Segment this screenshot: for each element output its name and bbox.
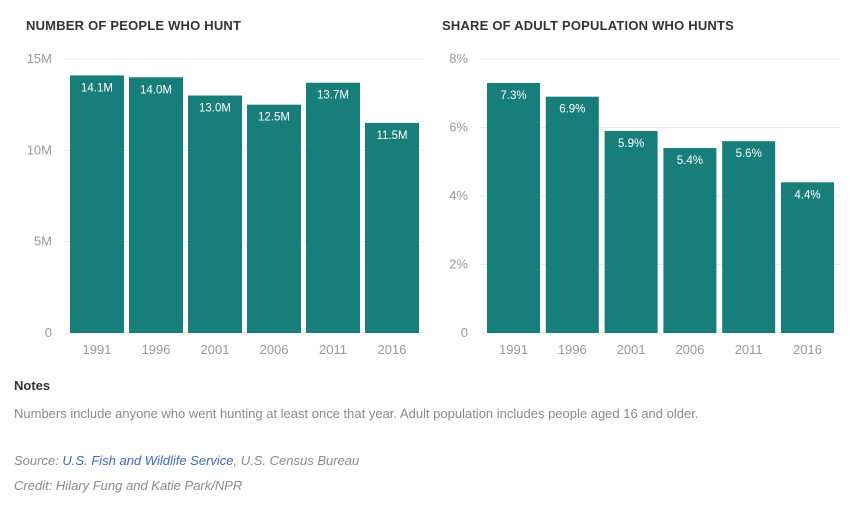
bar-value-label: 5.4%	[677, 155, 703, 167]
x-tick-label: 1991	[499, 342, 528, 357]
left-chart-title: NUMBER OF PEOPLE WHO HUNT	[26, 18, 242, 33]
bar	[487, 82, 540, 333]
x-tick-label: 2011	[319, 342, 347, 357]
bar	[781, 182, 834, 333]
x-tick-label: 2006	[260, 342, 289, 357]
bar-value-label: 13.0M	[199, 103, 231, 115]
bar	[722, 141, 776, 333]
bar-value-label: 11.5M	[376, 130, 407, 142]
source-link[interactable]: U.S. Fish and Wildlife Service	[62, 453, 234, 468]
bar	[663, 148, 717, 333]
bar-value-label: 7.3%	[500, 90, 526, 102]
bar	[129, 77, 183, 334]
source-prefix: Source:	[14, 453, 63, 468]
bar-value-label: 14.1M	[81, 82, 113, 94]
bar-value-label: 12.5M	[258, 112, 290, 124]
y-tick-label: 8%	[449, 51, 468, 66]
source-suffix: , U.S. Census Bureau	[233, 453, 360, 468]
x-tick-label: 2016	[793, 342, 822, 357]
notes-text: Numbers include anyone who went hunting …	[14, 406, 699, 421]
bar	[247, 104, 301, 334]
bar	[306, 82, 360, 333]
y-tick-label: 0	[461, 325, 468, 340]
credit-line: Credit: Hilary Fung and Katie Park/NPR	[14, 478, 243, 493]
bar-value-label: 13.7M	[317, 90, 349, 102]
bar	[70, 75, 124, 333]
x-tick-label: 1996	[142, 342, 171, 357]
bar-value-label: 14.0M	[140, 84, 172, 96]
bar-value-label: 5.6%	[736, 148, 762, 160]
bar	[365, 122, 419, 333]
y-tick-label: 15M	[27, 51, 52, 66]
x-tick-label: 1991	[83, 342, 112, 357]
source-line: Source: U.S. Fish and Wildlife Service, …	[14, 453, 359, 468]
x-tick-label: 2006	[675, 342, 704, 357]
y-tick-label: 2%	[449, 257, 468, 272]
x-tick-label: 2001	[201, 342, 230, 357]
bar	[188, 95, 242, 334]
bar-value-label: 6.9%	[559, 104, 585, 116]
bar	[545, 96, 599, 333]
y-tick-label: 10M	[27, 142, 52, 157]
right-chart-title: SHARE OF ADULT POPULATION WHO HUNTS	[442, 18, 735, 33]
bar-value-label: 5.9%	[618, 138, 644, 150]
bar	[604, 130, 658, 333]
x-tick-label: 2011	[735, 342, 763, 357]
y-tick-label: 4%	[449, 188, 468, 203]
y-tick-label: 6%	[449, 120, 468, 135]
bar-value-label: 4.4%	[794, 189, 820, 201]
y-tick-label: 0	[45, 325, 52, 340]
x-tick-label: 2001	[617, 342, 646, 357]
x-tick-label: 1996	[558, 342, 587, 357]
x-tick-label: 2016	[378, 342, 407, 357]
y-tick-label: 5M	[34, 234, 52, 249]
notes-heading: Notes	[14, 378, 51, 393]
